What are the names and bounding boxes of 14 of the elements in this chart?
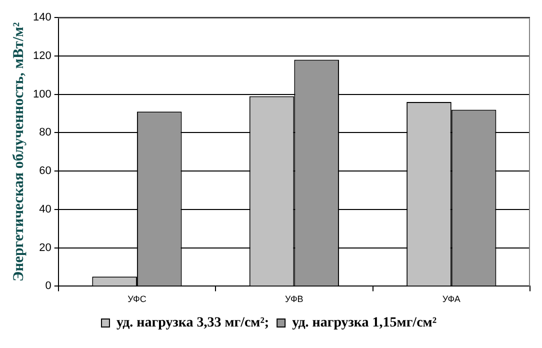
y-axis-title: Энергетическая облученность, мВт/м² xyxy=(10,22,27,282)
y-tick-label: 0 xyxy=(45,280,52,292)
y-tick-label: 140 xyxy=(32,12,52,24)
legend-label: уд. нагрузка 1,15мг/см² xyxy=(292,316,437,331)
x-tick-label: УФВ xyxy=(285,294,304,304)
legend-label: уд. нагрузка 3,33 мг/см²; xyxy=(116,316,270,331)
y-tick-label: 40 xyxy=(39,203,52,216)
y-tick-label: 20 xyxy=(39,242,52,254)
x-tick-label: УФС xyxy=(128,294,147,304)
y-tick-label: 60 xyxy=(39,165,52,178)
y-tick-label: 80 xyxy=(39,126,52,139)
y-tick-label: 100 xyxy=(32,88,52,100)
y-tick-label: 120 xyxy=(32,50,52,62)
x-tick-label: УФА xyxy=(442,294,460,304)
